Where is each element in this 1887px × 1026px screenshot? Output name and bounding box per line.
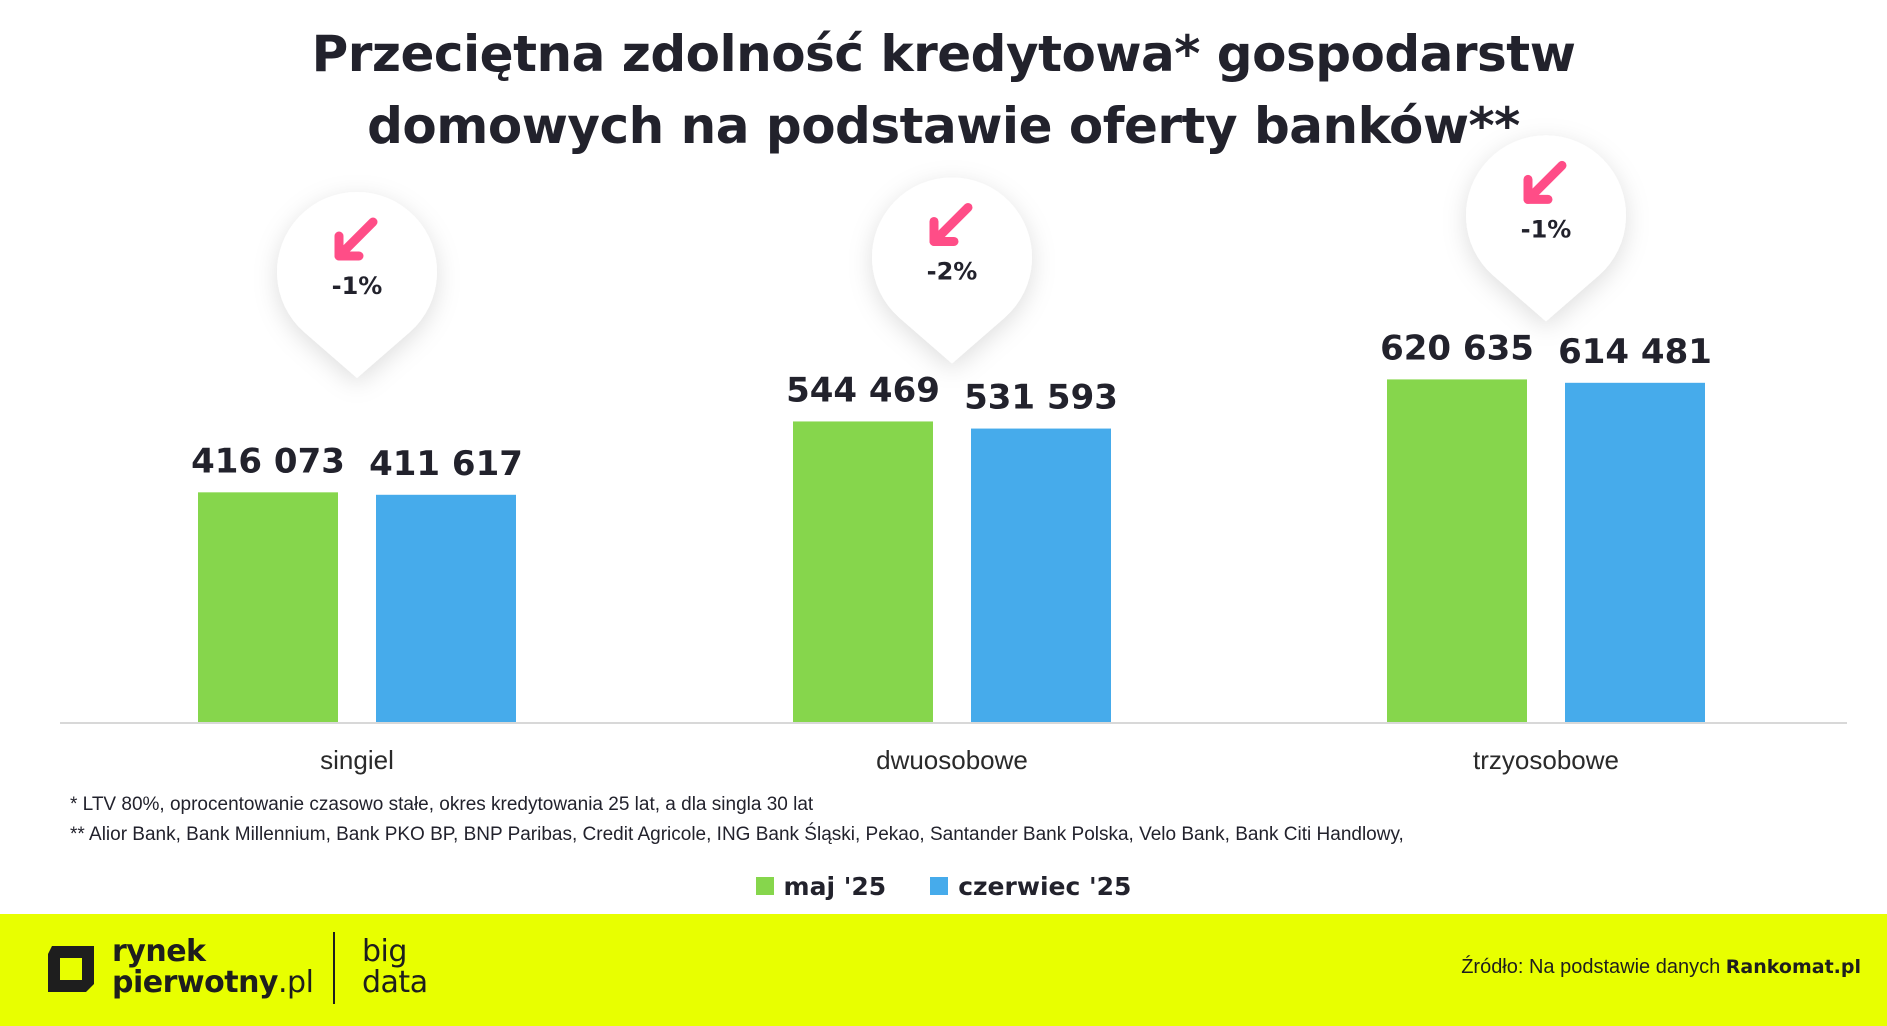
callout-shape xyxy=(1465,135,1627,322)
category-label-trzyosobowe: trzyosobowe xyxy=(1473,745,1619,775)
arrow-down-left-icon xyxy=(929,202,973,246)
chart-title: Przeciętna zdolność kredytowa* gospodars… xyxy=(0,18,1887,162)
footer-bar: rynek pierwotny.pl big data Źródło: Na p… xyxy=(0,914,1887,1026)
rynek-pierwotny-logo-icon xyxy=(48,946,94,992)
change-callout-singiel xyxy=(277,192,438,378)
bar-trzyosobowe-czerwiec-25 xyxy=(1565,382,1705,722)
category-label-singiel: singiel xyxy=(320,745,394,775)
callout-shape xyxy=(277,192,438,378)
brand-name: rynek pierwotny.pl xyxy=(112,934,314,1000)
callout-shape xyxy=(871,177,1032,364)
arrow-down-left-icon xyxy=(1523,160,1567,204)
legend-swatch-czerwiec xyxy=(930,877,949,895)
change-callouts: -1% -2% -1% xyxy=(277,135,1627,378)
bar-dwuosobowe-maj-25 xyxy=(793,421,933,722)
brand-line-2-text: pierwotny xyxy=(112,965,278,1000)
bar-trzyosobowe-maj-25 xyxy=(1387,379,1527,722)
big-data-line-2: data xyxy=(362,965,428,1000)
big-data-label: big data xyxy=(362,936,428,998)
chart-bars: 416 073 411 617 544 469 531 593 620 635 614 4… xyxy=(191,328,1712,722)
footnote-2: ** Alior Bank, Bank Millennium, Bank PKO… xyxy=(70,824,1404,845)
arrow-down-left-icon xyxy=(334,217,378,261)
legend-label-maj: maj '25 xyxy=(783,871,887,901)
bar-singiel-czerwiec-25 xyxy=(376,494,516,722)
value-label-dwuosobowe-maj-25: 544 469 xyxy=(786,370,940,410)
value-label-singiel-maj-25: 416 073 xyxy=(191,441,345,481)
legend-item-maj: maj '25 xyxy=(755,871,887,901)
brand-line-2: pierwotny.pl xyxy=(112,965,314,1000)
legend-label-czerwiec: czerwiec '25 xyxy=(958,871,1132,901)
value-label-trzyosobowe-maj-25: 620 635 xyxy=(1380,328,1534,368)
brand-line-1: rynek xyxy=(112,934,206,969)
footer-divider xyxy=(333,932,335,1004)
bar-dwuosobowe-czerwiec-25 xyxy=(971,428,1111,722)
value-label-dwuosobowe-czerwiec-25: 531 593 xyxy=(964,378,1118,418)
category-label-dwuosobowe: dwuosobowe xyxy=(876,745,1028,775)
change-label-singiel: -1% xyxy=(332,272,383,300)
footnotes: * LTV 80%, oprocentowanie czasowo stałe,… xyxy=(70,790,1404,850)
change-callout-dwuosobowe xyxy=(871,177,1032,364)
source-prefix: Źródło: Na podstawie danych xyxy=(1461,956,1721,978)
bar-singiel-maj-25 xyxy=(198,492,338,722)
brand-tld: .pl xyxy=(277,965,314,1000)
value-label-singiel-czerwiec-25: 411 617 xyxy=(369,444,523,484)
source-name: Rankomat.pl xyxy=(1725,956,1861,978)
chart-title-line-1: Przeciętna zdolność kredytowa* gospodars… xyxy=(311,25,1576,83)
category-labels: singiel dwuosobowe trzyosobowe xyxy=(320,745,1619,775)
legend-swatch-maj xyxy=(755,877,774,895)
source-note: Źródło: Na podstawie danych Rankomat.pl xyxy=(1461,956,1861,979)
change-label-trzyosobowe: -1% xyxy=(1521,215,1572,243)
chart-legend: maj '25 czerwiec '25 xyxy=(0,866,1887,906)
change-label-dwuosobowe: -2% xyxy=(927,257,978,285)
legend-item-czerwiec: czerwiec '25 xyxy=(930,872,1131,901)
change-callout-trzyosobowe xyxy=(1465,135,1627,322)
footnote-1: * LTV 80%, oprocentowanie czasowo stałe,… xyxy=(70,794,814,815)
big-data-line-1: big xyxy=(362,934,407,969)
value-label-trzyosobowe-czerwiec-25: 614 481 xyxy=(1558,332,1712,372)
chart-title-line-2: domowych na podstawie oferty banków** xyxy=(367,97,1520,155)
